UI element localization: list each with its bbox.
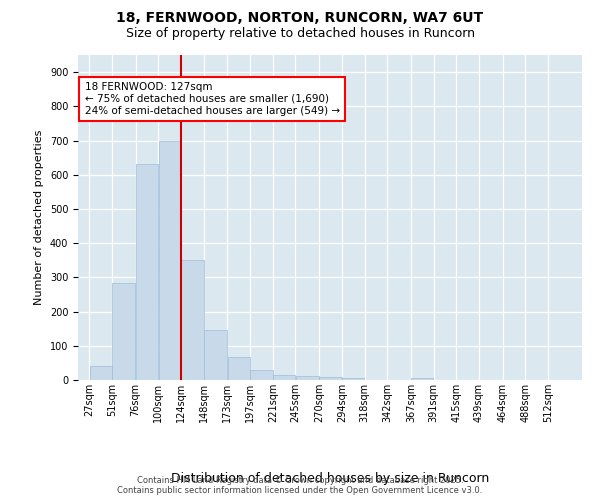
- Bar: [250, 370, 272, 380]
- Bar: [112, 283, 136, 380]
- X-axis label: Distribution of detached houses by size in Runcorn: Distribution of detached houses by size …: [171, 472, 489, 485]
- Text: Contains public sector information licensed under the Open Government Licence v3: Contains public sector information licen…: [118, 486, 482, 495]
- Text: 18, FERNWOOD, NORTON, RUNCORN, WA7 6UT: 18, FERNWOOD, NORTON, RUNCORN, WA7 6UT: [116, 11, 484, 25]
- Bar: [273, 375, 295, 380]
- Bar: [158, 140, 181, 380]
- Text: 18 FERNWOOD: 127sqm
← 75% of detached houses are smaller (1,690)
24% of semi-det: 18 FERNWOOD: 127sqm ← 75% of detached ho…: [85, 82, 340, 116]
- Bar: [181, 260, 203, 380]
- Text: Size of property relative to detached houses in Runcorn: Size of property relative to detached ho…: [125, 28, 475, 40]
- Bar: [296, 376, 319, 380]
- Bar: [342, 378, 364, 380]
- Bar: [227, 357, 250, 380]
- Bar: [204, 330, 227, 380]
- Bar: [319, 378, 341, 380]
- Bar: [136, 164, 158, 380]
- Bar: [411, 378, 433, 380]
- Bar: [89, 366, 112, 380]
- Text: Contains HM Land Registry data © Crown copyright and database right 2025.: Contains HM Land Registry data © Crown c…: [137, 476, 463, 485]
- Y-axis label: Number of detached properties: Number of detached properties: [34, 130, 44, 305]
